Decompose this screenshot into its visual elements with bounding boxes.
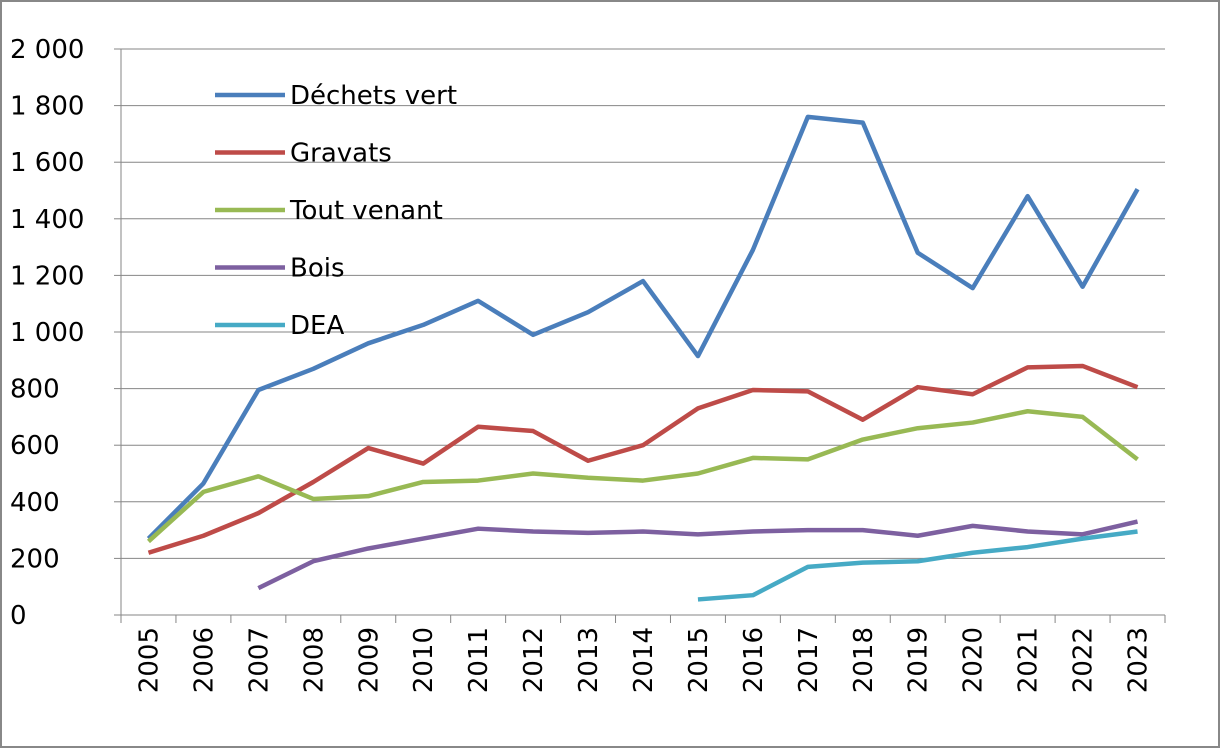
x-tick-label: 2014 xyxy=(629,627,659,693)
x-tick-label: 2020 xyxy=(959,627,989,693)
x-tick-label: 2018 xyxy=(849,627,879,693)
x-tick-label: 2015 xyxy=(684,627,714,693)
x-tick-label: 2022 xyxy=(1069,627,1099,693)
x-tick-label: 2005 xyxy=(134,627,164,693)
series-line xyxy=(146,114,1140,541)
series-line xyxy=(146,408,1139,544)
x-tick-label: 2023 xyxy=(1124,627,1154,693)
x-tick-label: 2021 xyxy=(1014,627,1044,693)
x-tick-label: 2006 xyxy=(189,627,219,693)
x-tick-label: 2019 xyxy=(904,627,934,693)
y-tick-label: 1 400 xyxy=(10,205,84,235)
y-tick-label: 400 xyxy=(10,488,60,518)
x-tick-label: 2010 xyxy=(409,627,439,693)
x-tick-label: 2009 xyxy=(354,627,384,693)
x-tick-label: 2016 xyxy=(739,627,769,693)
x-tick-label: 2013 xyxy=(574,627,604,693)
legend-label: Tout venant xyxy=(289,196,443,226)
y-tick-label: 1 000 xyxy=(10,318,84,348)
y-tick-label: 800 xyxy=(10,375,60,405)
x-tick-label: 2017 xyxy=(794,627,824,693)
x-tick-label: 2012 xyxy=(519,627,549,693)
y-tick-label: 600 xyxy=(10,431,60,461)
y-tick-label: 2 000 xyxy=(10,35,84,65)
y-tick-label: 0 xyxy=(10,601,27,631)
y-tick-label: 1 800 xyxy=(10,92,84,122)
legend-label: DEA xyxy=(290,311,344,341)
legend-label: Bois xyxy=(290,254,345,284)
legend-label: Gravats xyxy=(290,139,392,169)
y-tick-label: 1 600 xyxy=(10,148,84,178)
x-tick-label: 2007 xyxy=(244,627,274,693)
series-line xyxy=(257,519,1139,591)
legend-label: Déchets vert xyxy=(290,81,457,111)
y-tick-label: 1 200 xyxy=(10,261,84,291)
y-tick-label: 200 xyxy=(10,544,60,574)
x-tick-label: 2008 xyxy=(299,627,329,693)
x-tick-label: 2011 xyxy=(464,627,494,693)
series-line xyxy=(697,529,1138,602)
series-line xyxy=(147,363,1139,555)
